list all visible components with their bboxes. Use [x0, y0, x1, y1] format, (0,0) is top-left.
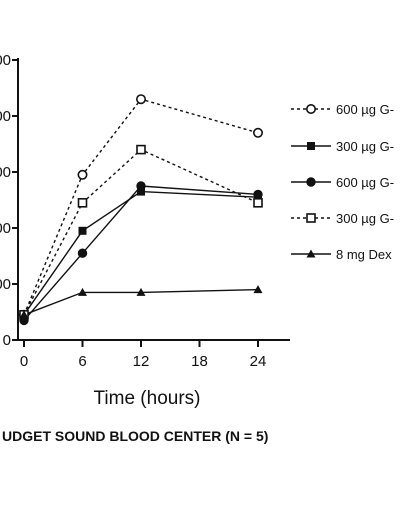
legend-marker: [306, 249, 316, 258]
y-tick-label: 0: [3, 332, 11, 349]
footer-caption: UDGET SOUND BLOOD CENTER (N = 5): [2, 428, 268, 444]
series-line-3: [23, 185, 259, 321]
y-tick-label: 00: [0, 52, 11, 69]
data-point: [19, 310, 29, 319]
data-point: [136, 144, 146, 155]
data-point: [78, 287, 87, 296]
legend-item: 600 µg G-: [291, 175, 394, 190]
data-point: [136, 181, 146, 191]
data-point: [136, 287, 146, 296]
legend-label: 600 µg G-: [336, 175, 394, 190]
x-tick-label: 18: [191, 353, 208, 370]
data-point: [253, 285, 263, 294]
legend-item: 8 mg Dex: [291, 247, 392, 262]
data-point: [78, 226, 87, 235]
data-point: [77, 169, 88, 180]
legend-label: 300 µg G-: [336, 139, 394, 154]
y-tick-label: 00: [0, 164, 11, 181]
x-axis-title: Time (hours): [94, 388, 201, 409]
legend-marker: [306, 213, 316, 223]
legend-item: 600 µg G-: [291, 102, 394, 117]
data-point: [137, 187, 145, 196]
series-line-2: [23, 190, 259, 316]
legend-item: 300 µg G-: [291, 211, 394, 226]
legend-label: 300 µg G-: [336, 211, 394, 226]
y-axis: 00000000000: [0, 52, 19, 349]
legend-label: 8 mg Dex: [336, 247, 392, 262]
x-tick-label: 6: [78, 353, 86, 370]
x-tick-label: 0: [20, 353, 28, 370]
series-line-5: [23, 288, 259, 316]
legend-marker: [305, 104, 316, 115]
data-point: [253, 198, 263, 208]
data-point: [253, 127, 264, 138]
x-tick-label: 12: [133, 353, 150, 370]
x-tick-label: 24: [250, 353, 267, 370]
data-point: [253, 189, 263, 200]
legend-label: 600 µg G-: [336, 102, 394, 117]
y-tick-label: 00: [0, 220, 11, 237]
y-tick-label: 00: [0, 276, 11, 293]
y-tick-label: 00: [0, 108, 11, 125]
data-point: [77, 248, 88, 258]
legend-marker: [307, 142, 315, 150]
series-line-1: [23, 98, 259, 316]
data-point: [136, 94, 147, 105]
data-point: [77, 198, 88, 208]
legend-item: 300 µg G-: [291, 139, 394, 154]
legend: 600 µg G- 300 µg G- 600 µg G- 300 µg G- 8 mg…: [291, 102, 394, 262]
legend-marker: [306, 177, 316, 187]
x-axis: 0 6 12 18 24: [18, 339, 290, 370]
